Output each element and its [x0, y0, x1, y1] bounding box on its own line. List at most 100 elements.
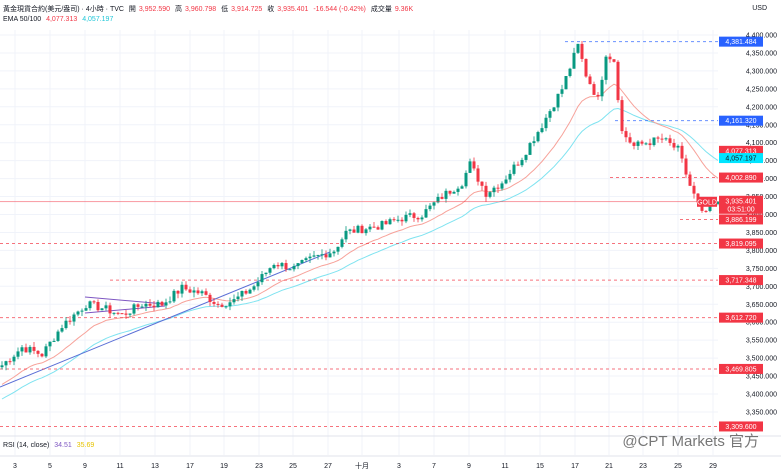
candle-body [600, 79, 604, 97]
candle-body [340, 239, 344, 247]
ema50-axis-label-bg [719, 145, 763, 156]
candle-body [8, 361, 12, 363]
rsi-legend[interactable]: RSI (14, close) 34.51 35.69 [3, 442, 97, 449]
candle-body [76, 311, 80, 315]
candle-body [152, 305, 156, 308]
candle-body [176, 290, 180, 294]
candle-body [240, 290, 244, 297]
last-price-bg [719, 195, 763, 214]
x-tick-label: 5 [48, 463, 52, 470]
candle-body [496, 187, 500, 189]
candle-body [244, 290, 248, 294]
symbol-badge-bg [697, 196, 717, 207]
candle-body [452, 191, 456, 194]
candle-body [304, 258, 308, 261]
x-tick-label: 3 [397, 463, 401, 470]
candle-body [260, 274, 264, 283]
open-value: 3,952.590 [138, 6, 171, 13]
candle-body [360, 225, 364, 234]
ema-label: EMA 50/100 [3, 16, 42, 23]
candle-body [236, 296, 240, 300]
watermark: @CPT Markets 官方 [622, 433, 759, 450]
candle-body [568, 68, 572, 77]
x-tick-label: 9 [467, 463, 471, 470]
x-tick-label: 27 [324, 463, 332, 470]
x-tick-label: 15 [536, 463, 544, 470]
level-label-bg [719, 36, 763, 47]
trendline [0, 251, 331, 388]
candle-body [428, 205, 432, 210]
candle-body [184, 284, 188, 290]
x-tick-label: 17 [186, 463, 194, 470]
candle-body [540, 128, 544, 133]
close-value: 3,935.401 [277, 6, 309, 13]
candle-body [608, 56, 612, 60]
y-tick-label: 4,150.000 [746, 122, 777, 129]
level-label: 3,469.805 [725, 366, 756, 373]
x-tick-label: 19 [220, 463, 228, 470]
candle-body [44, 346, 48, 357]
candle-body [156, 301, 160, 308]
candle-body [676, 145, 680, 148]
volume-value: 9.36K [394, 6, 414, 13]
rsi-label: RSI (14, close) [3, 442, 50, 449]
level-label: 3,886.199 [725, 217, 756, 224]
x-tick-label: 3 [13, 463, 17, 470]
candle-body [24, 347, 28, 353]
candle-body [252, 286, 256, 290]
candle-body [392, 219, 396, 221]
candle-body [144, 303, 148, 307]
y-tick-label: 4,350.000 [746, 50, 777, 57]
candle-body [280, 263, 284, 267]
level-label-bg [719, 275, 763, 286]
level-label-bg [719, 115, 763, 126]
candle-body [88, 301, 92, 309]
candle-body [356, 225, 360, 233]
candle-body [484, 185, 488, 197]
candle-body [276, 264, 280, 267]
candle-body [436, 196, 440, 203]
y-tick-label: 3,800.000 [746, 248, 777, 255]
x-tick-label: 23 [255, 463, 263, 470]
currency-label: USD [752, 5, 767, 12]
candle-body [500, 183, 504, 189]
candle-body [424, 209, 428, 218]
candle-body [684, 158, 688, 175]
y-tick-label: 3,350.000 [746, 409, 777, 416]
y-tick-label: 3,400.000 [746, 392, 777, 399]
candle-body [656, 137, 660, 139]
triangle-upper-line [84, 296, 166, 305]
candle-body [472, 161, 476, 169]
y-tick-label: 3,750.000 [746, 266, 777, 273]
candle-body [228, 302, 232, 307]
candle-body [0, 365, 4, 368]
candle-body [612, 59, 616, 62]
x-tick-label: 29 [709, 463, 717, 470]
candle-body [212, 302, 216, 304]
ema100-axis-label: 4,057.197 [725, 156, 756, 163]
candle-body [692, 185, 696, 194]
candle-body [632, 142, 636, 146]
symbol-header: 黃金現貨合約(美元/盎司) · 4小時 · TVC 開 3,952.590 高 3,… [3, 4, 416, 14]
candle-body [96, 301, 100, 311]
close-label: 收 [267, 6, 275, 13]
candle-body [172, 290, 176, 302]
x-tick-label: 9 [83, 463, 87, 470]
x-tick-label: 7 [432, 463, 436, 470]
x-tick-label: 11 [501, 463, 508, 470]
candle-body [464, 172, 468, 187]
candle-body [336, 246, 340, 252]
candle-body [616, 61, 620, 101]
candle-body [316, 254, 320, 256]
ema-legend[interactable]: EMA 50/100 4,077.313 4,057.197 [3, 16, 116, 23]
candle-body [408, 213, 412, 215]
candle-body [404, 214, 408, 222]
candle-body [440, 196, 444, 199]
candle-body [664, 138, 668, 140]
candle-body [544, 117, 548, 129]
candle-body [104, 305, 108, 309]
candle-body [264, 272, 268, 275]
candle-body [528, 143, 532, 155]
candle-body [576, 43, 580, 53]
